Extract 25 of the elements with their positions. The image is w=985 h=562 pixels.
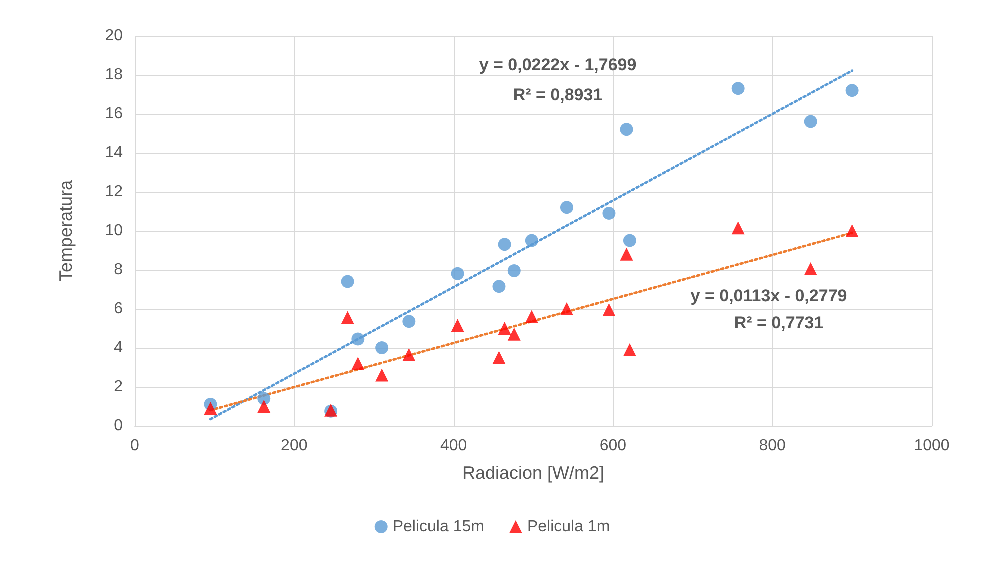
x-tick-label: 800 [759,438,786,454]
annotation: R² = 0,7731 [734,314,824,332]
y-tick-label: 16 [105,106,124,122]
y-tick-label: 12 [105,184,124,200]
x-tick-label: 1000 [914,438,950,454]
y-tick-label: 14 [105,144,124,162]
legend-label: Pelicula 1m [527,518,610,536]
annotation: y = 0,0222x - 1,7699 [479,56,637,74]
annotation: R² = 0,8931 [513,86,603,104]
y-tick-label: 18 [105,66,124,84]
annotation: y = 0,0113x - 0,2779 [690,286,848,306]
x-axis-title: Radiacion [W/m2] [462,463,605,483]
y-tick-label: 8 [114,262,124,278]
y-tick-label: 4 [114,340,124,356]
y-tick-label: 6 [114,300,124,318]
y-axis-title: Temperatura [56,179,76,282]
x-tick-label: 200 [281,438,308,454]
y-tick-label: 10 [105,222,124,240]
x-tick-label: 400 [440,438,468,454]
y-tick-label: 0 [114,418,124,434]
y-tick-label: 2 [114,378,124,396]
x-tick-label: 0 [130,438,140,454]
legend-label: Pelicula 15m [392,518,484,536]
x-tick-label: 600 [600,438,627,454]
y-tick-label: 20 [105,28,124,44]
